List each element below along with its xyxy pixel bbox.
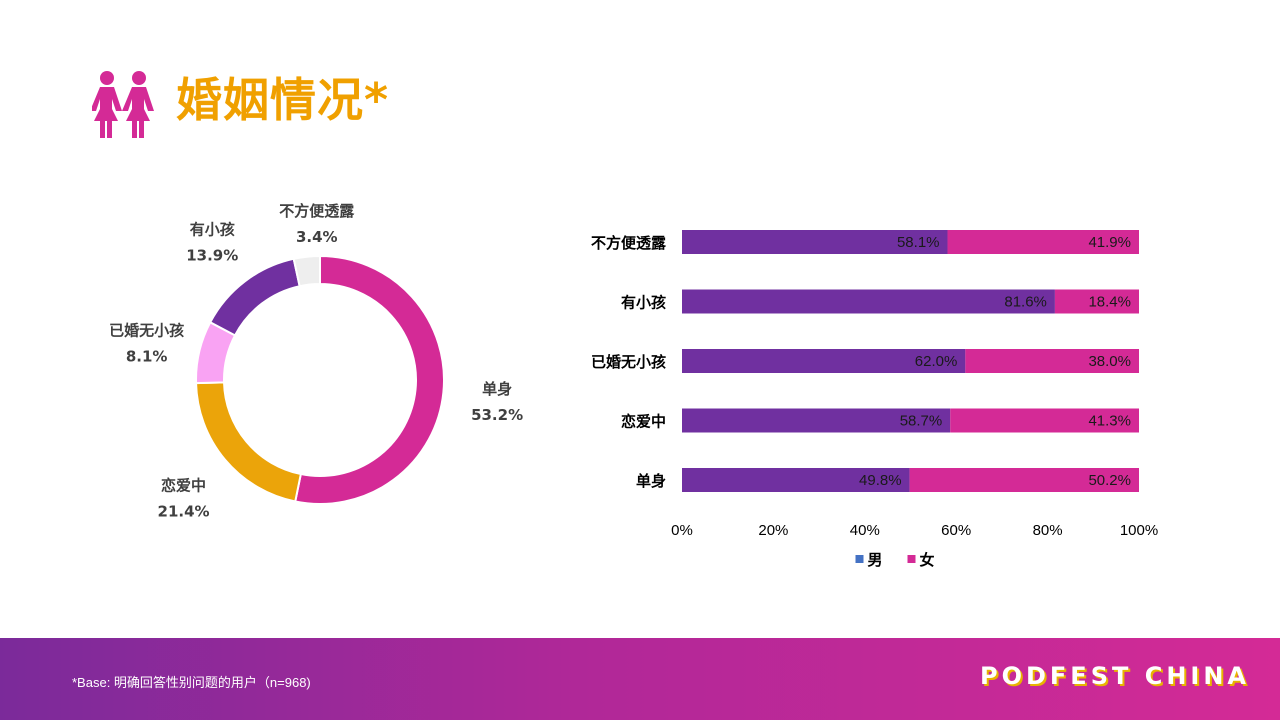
- bar-value-label: 41.9%: [1088, 234, 1131, 251]
- slice-value-label: 13.9%: [186, 246, 238, 264]
- bar-segment: [682, 289, 1055, 314]
- legend-swatch: [907, 555, 916, 563]
- bar-category-label: 恋爱中: [621, 413, 666, 431]
- bar-segment: [1054, 289, 1139, 314]
- donut-slice: [208, 257, 301, 337]
- bar-value-label: 81.6%: [1004, 294, 1047, 311]
- x-tick-label: 60%: [941, 522, 971, 539]
- slice-category-label: 已婚无小孩: [109, 322, 184, 340]
- slice-value-label: 8.1%: [126, 348, 168, 366]
- bar-segment: [682, 408, 951, 433]
- x-tick-label: 100%: [1120, 522, 1158, 539]
- bar-value-label: 41.3%: [1088, 413, 1131, 430]
- legend-swatch: [855, 555, 864, 563]
- donut-slice: [195, 381, 303, 503]
- legend-label: 女: [920, 551, 935, 569]
- x-tick-label: 80%: [1033, 522, 1063, 539]
- x-tick-label: 20%: [758, 522, 788, 539]
- bar-category-label: 不方便透露: [591, 234, 667, 252]
- slice-value-label: 3.4%: [296, 228, 338, 246]
- bar-value-label: 58.7%: [900, 413, 943, 430]
- legend-label: 男: [868, 551, 883, 569]
- bar-value-label: 62.0%: [915, 353, 958, 370]
- footnote: *Base: 明确回答性别问题的用户（n=968): [72, 675, 311, 690]
- bar-value-label: 18.4%: [1088, 294, 1131, 311]
- women-couple-icon: [92, 71, 154, 138]
- x-tick-label: 0%: [671, 522, 693, 539]
- bar-category-label: 单身: [636, 472, 666, 490]
- slice-value-label: 53.2%: [471, 406, 523, 424]
- donut-slice: [294, 254, 445, 505]
- bar-value-label: 50.2%: [1088, 472, 1131, 489]
- bar-segment: [682, 230, 948, 254]
- bar-segment: [947, 230, 1139, 254]
- slice-category-label: 不方便透露: [279, 202, 355, 220]
- slice-category-label: 恋爱中: [161, 476, 206, 494]
- page-title: 婚姻情况*: [176, 73, 390, 127]
- slice-value-label: 21.4%: [158, 502, 210, 520]
- bar-value-label: 49.8%: [859, 472, 902, 489]
- bar-category-label: 有小孩: [621, 294, 666, 312]
- bar-category-label: 已婚无小孩: [591, 353, 666, 371]
- slice-category-label: 有小孩: [190, 220, 235, 238]
- gender-by-status-bar-chart: 不方便透露 58.1% 41.9% 有小孩 81.6% 18.4% 已婚无小孩 62.0% 38…: [591, 230, 1158, 569]
- brand-logo: PODFEST CHINA: [979, 662, 1250, 690]
- donut-slice: [292, 254, 321, 288]
- footer-band: *Base: 明确回答性别问题的用户（n=968) PODFEST CHINA: [0, 638, 1280, 720]
- bar-segment: [909, 468, 1139, 492]
- bar-value-label: 38.0%: [1088, 353, 1131, 370]
- bar-segment: [950, 408, 1139, 433]
- bar-segment: [965, 349, 1139, 373]
- marital-status-donut-chart: 单身 53.2% 恋爱中 21.4% 已婚无小孩 8.1% 有小孩 13.9% 不方便透露 3.4…: [109, 202, 523, 520]
- bar-value-label: 58.1%: [897, 234, 940, 251]
- slice-category-label: 单身: [482, 380, 512, 398]
- bar-segment: [682, 349, 966, 373]
- bar-segment: [682, 468, 910, 492]
- x-tick-label: 40%: [850, 522, 880, 539]
